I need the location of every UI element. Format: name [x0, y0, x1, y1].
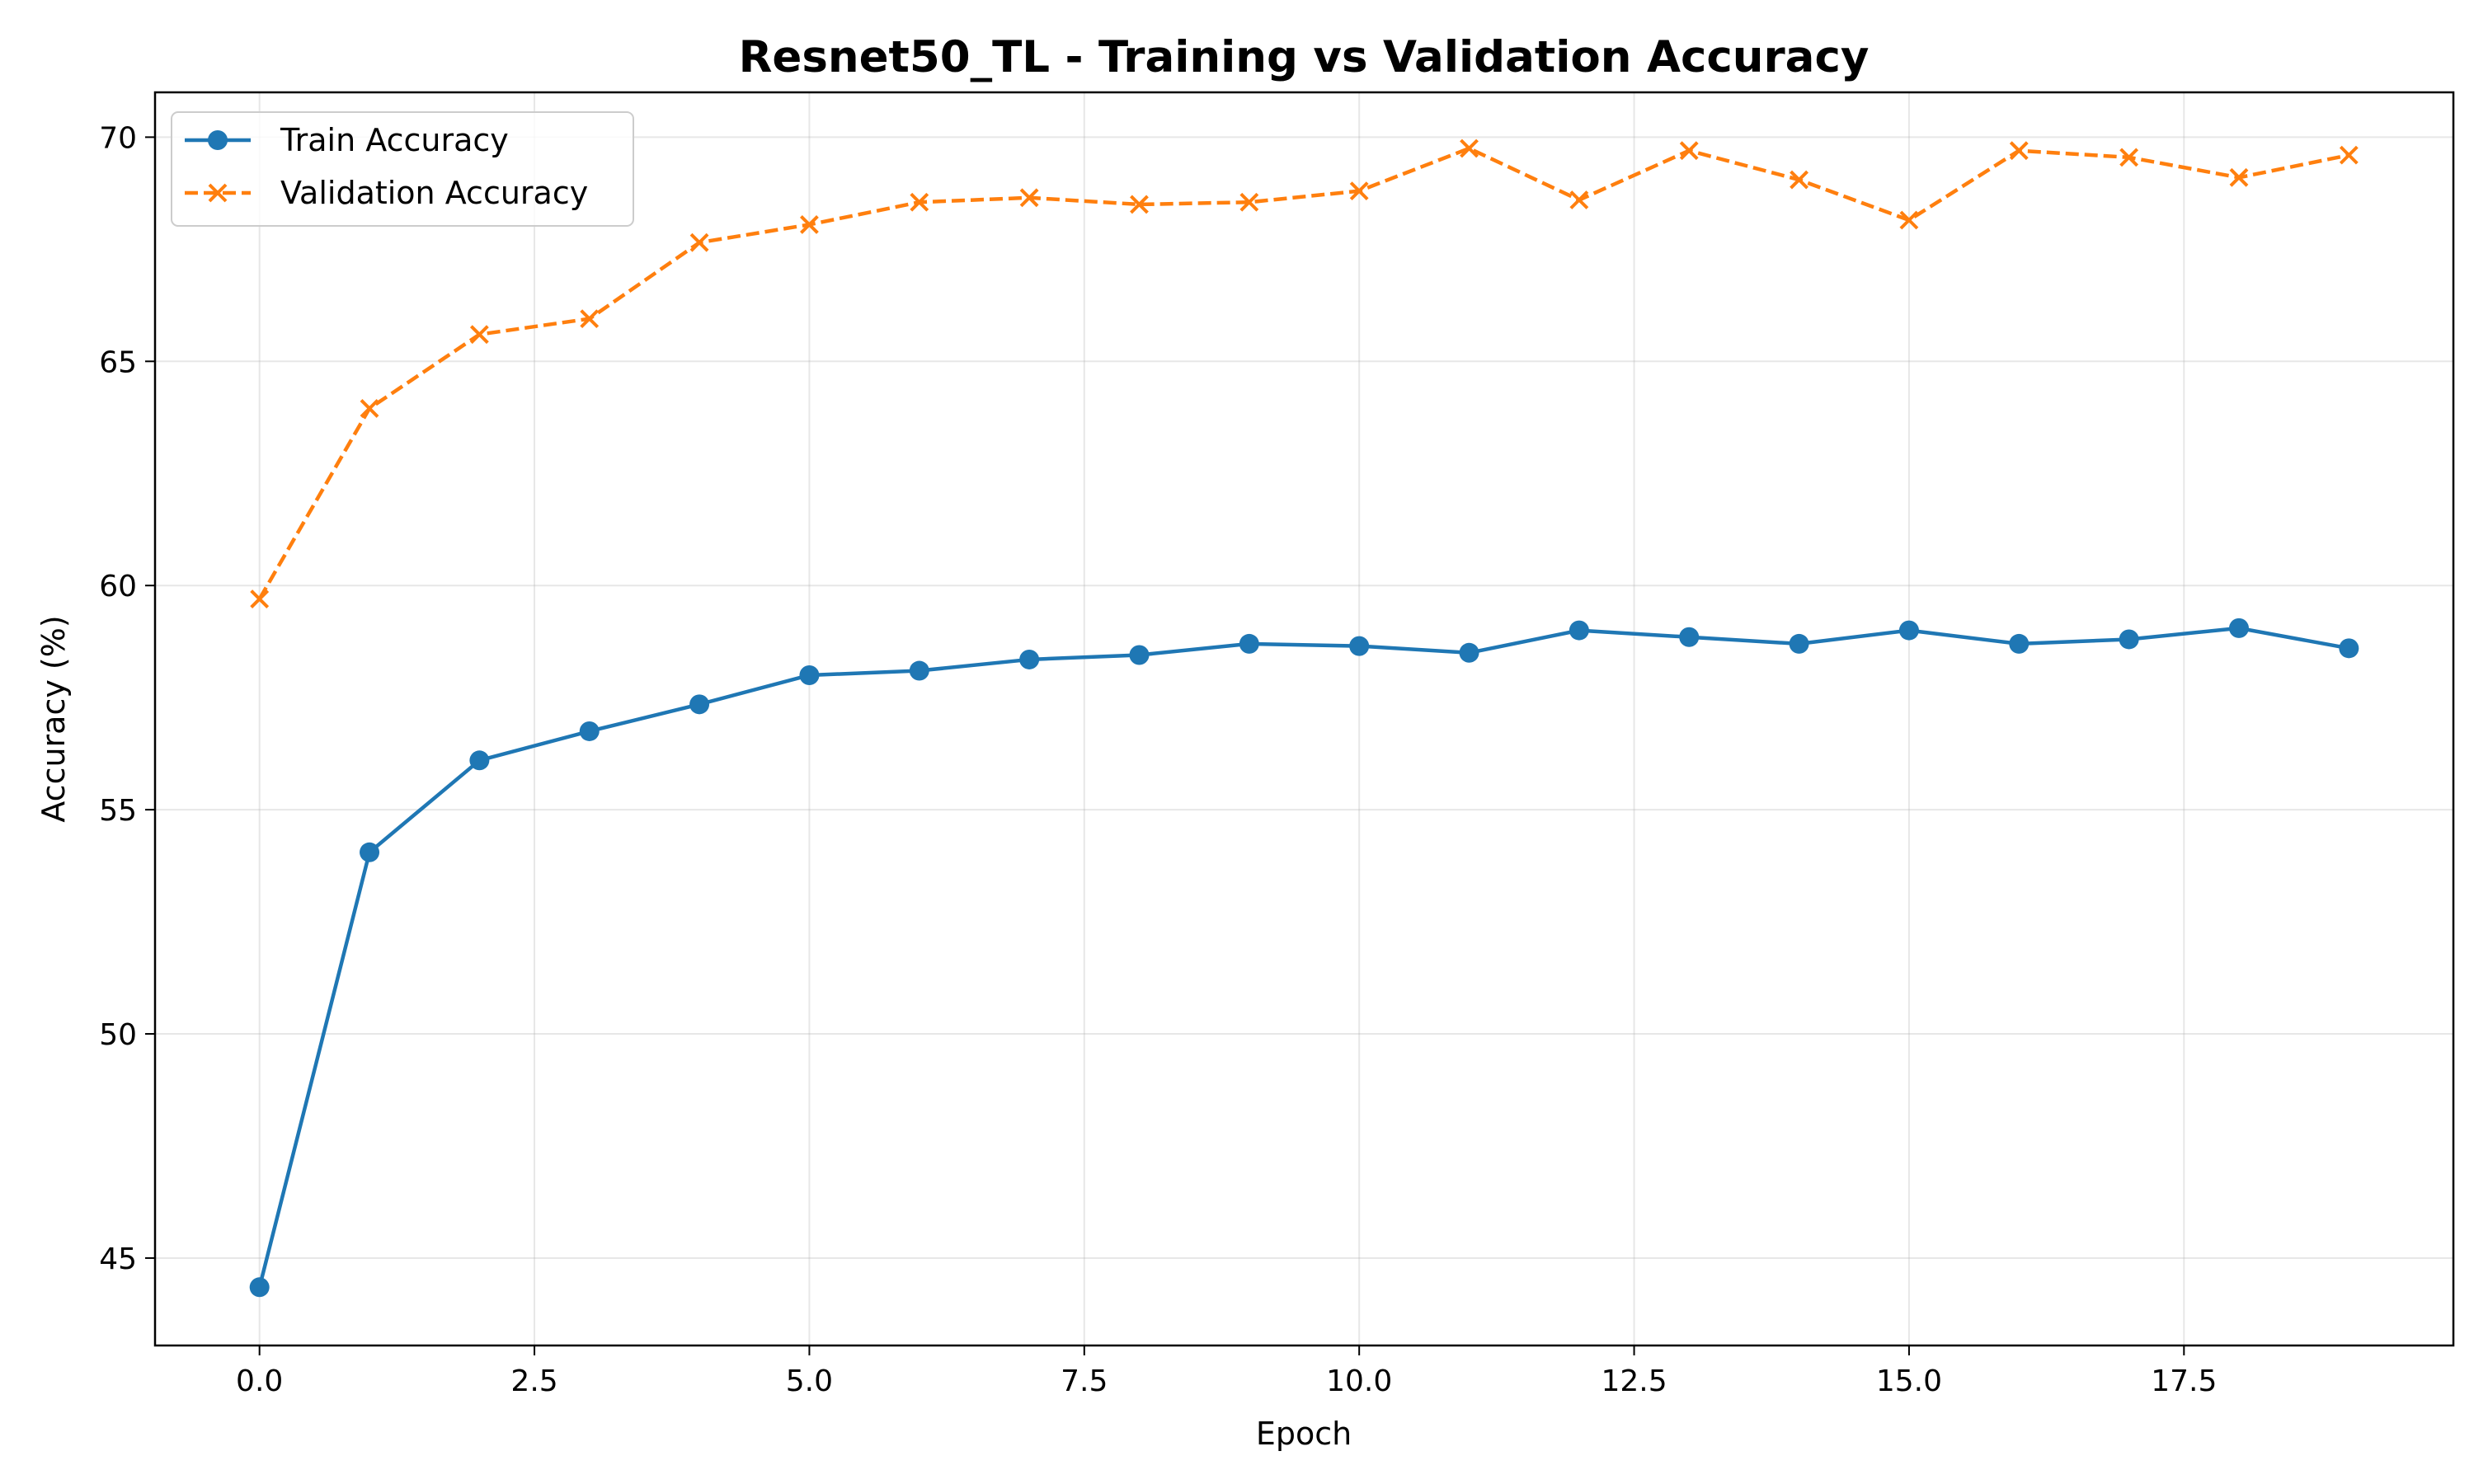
- x-tick-label: 7.5: [1061, 1364, 1108, 1398]
- grid: [155, 92, 2453, 1345]
- train-accuracy-point: [1129, 645, 1150, 665]
- train-accuracy-point: [469, 750, 490, 771]
- validation-accuracy-point: [1239, 192, 1259, 212]
- validation-accuracy-point: [2339, 145, 2359, 165]
- x-axis-label: Epoch: [1256, 1416, 1352, 1452]
- validation-accuracy-point: [1130, 195, 1149, 214]
- x-tick-label: 10.0: [1326, 1364, 1392, 1398]
- legend-marker-validation: [208, 183, 228, 203]
- train-accuracy-point: [579, 721, 600, 741]
- legend-label-train: Train Accuracy: [280, 122, 509, 158]
- train-accuracy-point: [909, 660, 929, 681]
- validation-accuracy-point: [1569, 190, 1589, 209]
- legend-marker-train: [208, 130, 228, 150]
- validation-accuracy-point: [689, 232, 709, 252]
- validation-accuracy-point: [1019, 188, 1039, 208]
- train-accuracy-point: [1898, 620, 1919, 641]
- train-accuracy-point: [1019, 649, 1040, 669]
- y-axis-label: Accuracy (%): [35, 615, 72, 822]
- validation-accuracy-point: [1899, 210, 1919, 230]
- train-accuracy-point: [689, 694, 710, 715]
- validation-accuracy-point: [1460, 139, 1479, 158]
- validation-accuracy-point: [1790, 170, 1808, 190]
- y-tick-label: 65: [99, 345, 137, 379]
- train-accuracy-point: [2119, 629, 2139, 650]
- x-tick-label: 2.5: [510, 1364, 557, 1398]
- x-tick-label: 5.0: [786, 1364, 833, 1398]
- validation-accuracy-point: [1349, 181, 1369, 201]
- train-accuracy-point: [1679, 627, 1700, 647]
- train-accuracy-line: [257, 626, 2349, 1288]
- validation-accuracy-point: [360, 398, 379, 418]
- train-accuracy-point: [1459, 642, 1479, 663]
- y-axis-ticks: 45 50 55 60 65 70: [99, 121, 155, 1276]
- validation-accuracy-point: [2119, 148, 2139, 167]
- legend: Train Accuracy Validation Accuracy: [171, 111, 634, 227]
- legend-box: [171, 111, 634, 227]
- x-tick-label: 17.5: [2151, 1364, 2217, 1398]
- y-tick-label: 70: [99, 121, 137, 155]
- chart-title: Resnet50_TL - Training vs Validation Acc…: [739, 32, 1870, 82]
- train-accuracy-point: [1239, 633, 1259, 654]
- validation-accuracy-point: [910, 192, 929, 212]
- train-accuracy-point: [249, 1277, 270, 1298]
- train-accuracy-point: [2228, 618, 2249, 638]
- x-tick-label: 12.5: [1601, 1364, 1667, 1398]
- y-tick-label: 45: [99, 1242, 137, 1276]
- validation-accuracy-point: [2229, 167, 2249, 187]
- validation-accuracy-point: [1679, 141, 1699, 161]
- validation-accuracy-point: [250, 589, 270, 608]
- train-accuracy-point: [1789, 633, 1809, 654]
- y-tick-label: 50: [99, 1018, 137, 1052]
- train-accuracy-point: [2339, 638, 2359, 659]
- validation-accuracy-point: [469, 325, 489, 345]
- validation-accuracy-point: [580, 309, 600, 329]
- x-tick-label: 0.0: [236, 1364, 283, 1398]
- train-accuracy-point: [799, 665, 820, 685]
- plot-frame: [153, 91, 2455, 1347]
- train-accuracy-point: [360, 842, 380, 862]
- validation-accuracy-line: [257, 146, 2349, 600]
- validation-accuracy-point: [2009, 141, 2029, 161]
- x-tick-label: 15.0: [1876, 1364, 1942, 1398]
- train-accuracy-point: [1349, 636, 1370, 656]
- train-accuracy-point: [1569, 620, 1589, 641]
- y-tick-label: 60: [99, 570, 137, 603]
- y-tick-label: 55: [99, 794, 137, 828]
- x-axis-ticks: 0.0 2.5 5.0 7.5 10.0 12.5 15.0 17.5: [236, 1345, 2217, 1398]
- series-lines: [249, 139, 2359, 1298]
- legend-label-validation: Validation Accuracy: [280, 175, 588, 211]
- train-accuracy-point: [2009, 633, 2030, 654]
- validation-accuracy-point: [800, 215, 819, 234]
